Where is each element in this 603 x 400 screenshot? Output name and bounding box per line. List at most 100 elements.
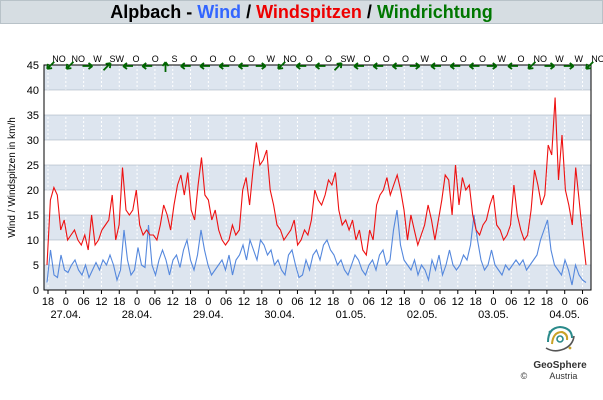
direction-arrow-path (430, 62, 441, 70)
direction-arrow-path (409, 62, 421, 70)
direction-arrow-path (102, 62, 112, 71)
series-line-windspitzen (46, 97, 587, 266)
direction-arrow-path (314, 62, 326, 70)
title-gusts: Windspitzen (256, 2, 362, 22)
x-hour-label: 12 (309, 296, 321, 308)
direction-arrow (409, 62, 421, 70)
direction-arrow (237, 62, 249, 70)
direction-arrow (277, 61, 286, 70)
x-date-label: 28.04. (122, 309, 153, 321)
plot-band (44, 65, 591, 90)
x-hour-label: 12 (95, 296, 107, 308)
direction-arrow-path (372, 62, 384, 70)
x-hour-label: 18 (398, 296, 410, 308)
direction-arrow (199, 62, 210, 70)
plot-band (44, 265, 591, 290)
direction-arrow-path (199, 62, 210, 70)
chart-title: Alpbach - Wind / Windspitzen / Windricht… (0, 0, 603, 24)
y-tick-label: 15 (27, 210, 39, 222)
x-hour-label: 06 (291, 296, 303, 308)
direction-arrow-path (353, 62, 364, 70)
title-sep3: / (361, 2, 377, 22)
direction-arrow-path (486, 62, 498, 70)
direction-arrow (180, 62, 191, 70)
x-hour-label: 06 (220, 296, 232, 308)
direction-arrow-path (161, 61, 170, 72)
direction-label: O (325, 54, 332, 64)
plot-band (44, 190, 591, 215)
x-hour-label: 06 (434, 296, 446, 308)
x-date-label: 27.04. (51, 309, 82, 321)
direction-label: W (93, 54, 102, 64)
direction-label: O (229, 54, 236, 64)
direction-arrow (353, 62, 364, 70)
direction-label: W (421, 54, 430, 64)
direction-label: O (363, 54, 370, 64)
direction-arrow (65, 61, 75, 70)
direction-label: W (575, 54, 584, 64)
y-tick-label: 30 (27, 135, 39, 147)
direction-label: O (190, 54, 197, 64)
direction-arrow (82, 62, 94, 70)
direction-label: W (555, 54, 564, 64)
direction-label: NO (283, 54, 297, 64)
direction-label: O (306, 54, 313, 64)
direction-arrow-path (333, 62, 343, 71)
x-hour-label: 18 (256, 296, 268, 308)
title-direction: Windrichtung (376, 2, 493, 22)
direction-label: O (479, 54, 486, 64)
direction-arrow-path (180, 62, 191, 70)
plot-band (44, 215, 591, 240)
direction-arrow-path (82, 62, 94, 70)
x-date-label: 29.04. (193, 309, 224, 321)
direction-label: SW (341, 54, 356, 64)
direction-arrow-path (65, 61, 75, 70)
direction-arrow-path (527, 61, 537, 70)
x-date-label: 02.05. (407, 309, 438, 321)
direction-label: S (171, 54, 177, 64)
x-hour-label: 0 (63, 296, 69, 308)
y-tick-label: 25 (27, 160, 39, 172)
plot-band (44, 165, 591, 190)
direction-label: O (248, 54, 255, 64)
x-date-label: 03.05. (478, 309, 509, 321)
x-hour-label: 06 (149, 296, 161, 308)
x-hour-label: 06 (363, 296, 375, 308)
direction-arrow (449, 62, 461, 70)
direction-label: O (132, 54, 139, 64)
x-hour-label: 12 (380, 296, 392, 308)
x-hour-label: 12 (167, 296, 179, 308)
x-hour-label: 06 (78, 296, 90, 308)
x-hour-label: 0 (562, 296, 568, 308)
direction-arrow (122, 62, 133, 70)
geosphere-logo-icon (545, 325, 575, 352)
x-hour-label: 0 (490, 296, 496, 308)
plot-band (44, 115, 591, 140)
x-hour-label: 18 (113, 296, 125, 308)
direction-arrow (161, 61, 170, 72)
x-hour-label: 06 (505, 296, 517, 308)
title-station: Alpbach (110, 2, 182, 22)
direction-arrow (585, 61, 594, 70)
title-sep1: - (181, 2, 198, 22)
direction-arrow-path (122, 62, 133, 70)
y-tick-label: 35 (27, 110, 39, 122)
direction-arrow (255, 62, 267, 70)
title-sep2: / (241, 2, 257, 22)
direction-label: O (517, 54, 524, 64)
y-tick-label: 5 (33, 260, 39, 272)
direction-arrow (46, 61, 55, 70)
direction-label: O (440, 54, 447, 64)
direction-arrow-path (449, 62, 461, 70)
x-hour-label: 12 (523, 296, 535, 308)
y-tick-label: 0 (33, 285, 39, 297)
logo-copyright: © (520, 371, 528, 381)
y-axis-label: Wind / Windspitzen in km/h (7, 117, 18, 238)
y-tick-label: 45 (27, 60, 39, 72)
direction-arrow (486, 62, 498, 70)
x-hour-label: 0 (205, 296, 211, 308)
x-hour-label: 0 (134, 296, 140, 308)
x-hour-label: 0 (419, 296, 425, 308)
x-date-label: 04.05. (549, 309, 580, 321)
direction-label: O (402, 54, 409, 64)
